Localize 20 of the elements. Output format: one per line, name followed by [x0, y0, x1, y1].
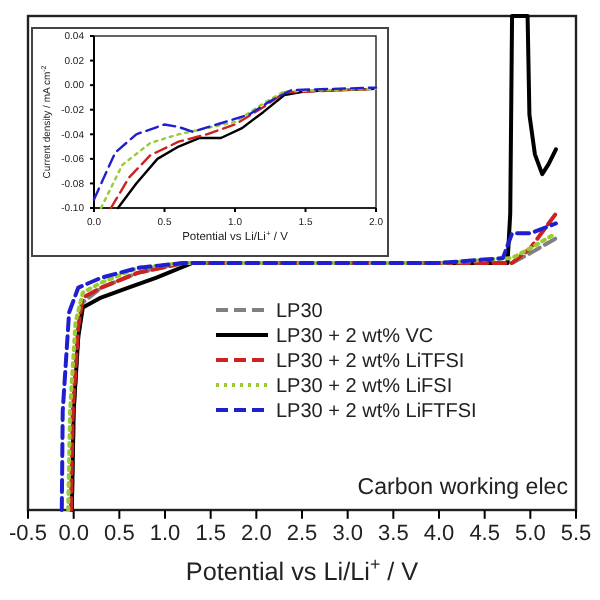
x-tick-label: -0.5 — [9, 522, 47, 547]
x-tick-label: 2.0 — [241, 522, 272, 547]
x-tick-label: 5.5 — [560, 522, 592, 547]
x-tick-label: 3.5 — [378, 522, 409, 547]
x-axis-title: Potential vs Li/Li$^{+}$ / V — [185, 554, 420, 587]
legend-label: LP30 + 2 wt% VC — [276, 326, 434, 348]
x-tick-label: 4.5 — [469, 522, 500, 547]
x-tick-label: 0.0 — [58, 522, 89, 547]
legend-label: LP30 + 2 wt% LiFTFSI — [276, 401, 477, 423]
legend-label: LP30 — [276, 301, 324, 323]
x-tick-label: 2.5 — [286, 522, 318, 547]
x-tick-label: 1.0 — [149, 522, 181, 547]
x-tick-label: 1.5 — [195, 522, 226, 547]
annotation: Carbon working elec — [357, 476, 569, 500]
x-tick-label: 4.0 — [423, 522, 455, 547]
legend-label: LP30 + 2 wt% LiFSI — [276, 376, 453, 398]
x-tick-label: 0.5 — [104, 522, 135, 547]
x-tick-label: 5.0 — [515, 522, 546, 547]
legend-label: LP30 + 2 wt% LiTFSI — [276, 351, 465, 373]
x-tick-label: 3.0 — [332, 522, 363, 547]
